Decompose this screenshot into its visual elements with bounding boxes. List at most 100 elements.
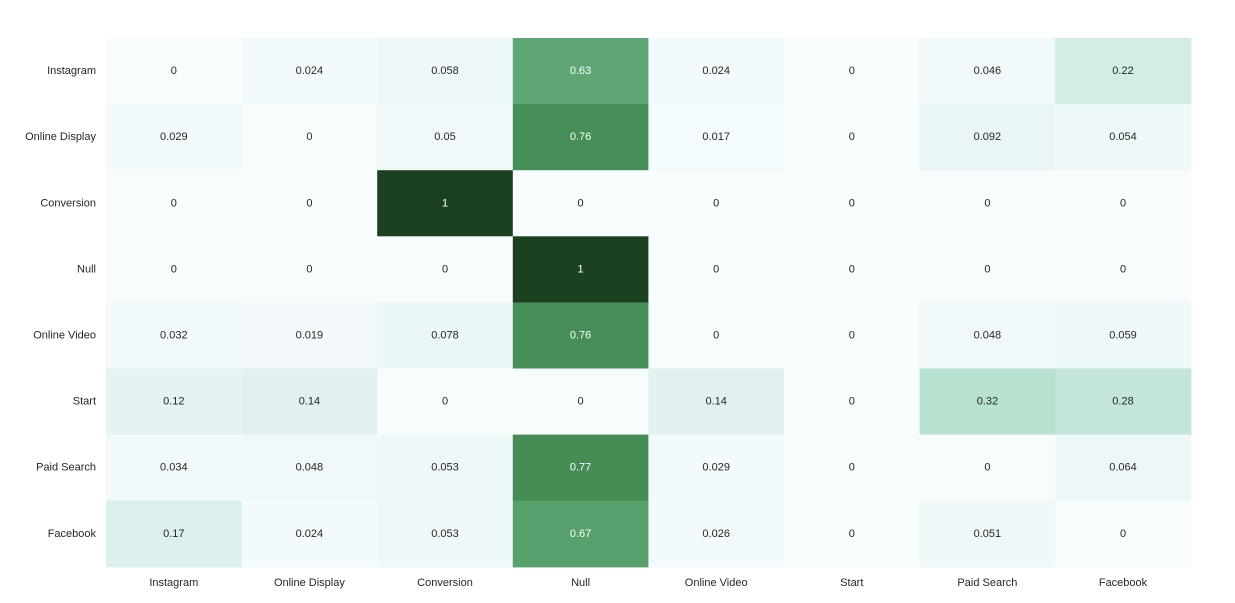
heatmap-cell-start-to-paid-search <box>919 368 1056 436</box>
heatmap-cell-start-to-facebook <box>1055 368 1192 436</box>
cell-value-label: 0.024 <box>296 528 324 540</box>
cell-value-label: 0 <box>1120 528 1126 540</box>
cell-value-label: 0 <box>578 396 584 408</box>
heatmap-cell-facebook-to-conversion <box>377 500 514 568</box>
heatmap-cell-instagram-to-null <box>512 38 649 105</box>
cell-value-label: 0 <box>849 329 855 341</box>
heatmap-cell-facebook-to-facebook <box>1055 500 1192 568</box>
heatmap-cell-online-video-to-online-display <box>241 302 378 370</box>
cell-value-label: 0 <box>849 131 855 143</box>
heatmap-cell-start-to-online-display <box>241 368 378 436</box>
heatmap-cell-null-to-conversion <box>377 236 514 303</box>
cell-value-label: 0.22 <box>1112 65 1133 77</box>
cell-value-label: 0.05 <box>434 131 455 143</box>
y-tick-label-start: Start <box>73 396 96 408</box>
heatmap-cell-online-video-to-online-video <box>648 302 785 370</box>
cell-value-label: 1 <box>578 263 584 275</box>
heatmap-cell-instagram-to-paid-search <box>919 38 1056 105</box>
cell-value-label: 0 <box>171 263 177 275</box>
heatmap-cell-online-video-to-facebook <box>1055 302 1192 370</box>
x-axis-tick-labels: Instagram Online Display Conversion Null Onl… <box>149 577 1147 589</box>
y-tick-label-facebook: Facebook <box>48 528 97 540</box>
heatmap-cell-facebook-to-start <box>784 500 921 568</box>
cell-value-label: 0.026 <box>702 528 730 540</box>
x-tick-label-online-display: Online Display <box>274 577 345 589</box>
heatmap-cell-null-to-facebook <box>1055 236 1192 303</box>
heatmap-cell-paid-search-to-online-display <box>241 434 378 502</box>
cell-value-label: 0.048 <box>296 462 324 474</box>
x-tick-label-null: Null <box>571 577 590 589</box>
cell-value-label: 0.046 <box>974 65 1002 77</box>
heatmap-cell-facebook-to-null <box>512 500 649 568</box>
heatmap-cell-paid-search-to-online-video <box>648 434 785 502</box>
heatmap-cell-null-to-instagram <box>106 236 243 303</box>
cell-value-label: 0.059 <box>1109 329 1137 341</box>
heatmap-cell-facebook-to-online-video <box>648 500 785 568</box>
cell-value-label: 0 <box>849 197 855 209</box>
cell-value-label: 0 <box>984 197 990 209</box>
cell-value-label: 0.32 <box>977 396 998 408</box>
cell-value-label: 0.12 <box>163 396 184 408</box>
cell-value-label: 0.048 <box>974 329 1002 341</box>
heatmap-cell-online-video-to-paid-search <box>919 302 1056 370</box>
cell-value-label: 0.032 <box>160 329 188 341</box>
heatmap-cell-conversion-to-start <box>784 170 921 237</box>
cell-value-label: 0 <box>171 65 177 77</box>
heatmap-cell-paid-search-to-paid-search <box>919 434 1056 502</box>
cell-value-label: 0.67 <box>570 528 591 540</box>
cell-value-label: 0 <box>849 528 855 540</box>
heatmap-cell-online-display-to-start <box>784 104 921 171</box>
x-tick-label-facebook: Facebook <box>1099 577 1148 589</box>
heatmap-cell-online-video-to-conversion <box>377 302 514 370</box>
cell-value-label: 0 <box>171 197 177 209</box>
cell-value-label: 0.63 <box>570 65 591 77</box>
heatmap-cell-paid-search-to-instagram <box>106 434 243 502</box>
y-tick-label-conversion: Conversion <box>40 197 96 209</box>
heatmap-cell-instagram-to-instagram <box>106 38 243 105</box>
heatmap-cell-start-to-null <box>512 368 649 436</box>
cell-value-label: 0 <box>1120 263 1126 275</box>
cell-value-label: 0.053 <box>431 528 459 540</box>
heatmap-cell-online-display-to-conversion <box>377 104 514 171</box>
y-tick-label-online-display: Online Display <box>25 131 96 143</box>
heatmap-cell-labels: 0 0.024 0.058 0.63 0.024 0 0.046 0.22 0.029 0 0.05… <box>160 65 1137 540</box>
heatmap-cell-instagram-to-online-video <box>648 38 785 105</box>
cell-value-label: 0.14 <box>299 396 320 408</box>
heatmap-cell-instagram-to-conversion <box>377 38 514 105</box>
x-tick-label-start: Start <box>840 577 863 589</box>
y-axis-tick-labels: Instagram Online Display Conversion Null Onl… <box>25 65 96 540</box>
heatmap-cell-instagram-to-facebook <box>1055 38 1192 105</box>
heatmap-cell-null-to-null <box>512 236 649 303</box>
cell-value-label: 0.024 <box>702 65 730 77</box>
heatmap-cell-start-to-instagram <box>106 368 243 436</box>
cell-value-label: 0.034 <box>160 462 188 474</box>
heatmap-cell-null-to-start <box>784 236 921 303</box>
cell-value-label: 0.17 <box>163 528 184 540</box>
cell-value-label: 0.053 <box>431 462 459 474</box>
cell-value-label: 0.019 <box>296 329 324 341</box>
cell-value-label: 0 <box>1120 197 1126 209</box>
heatmap-cell-instagram-to-start <box>784 38 921 105</box>
cell-value-label: 0.28 <box>1112 396 1133 408</box>
y-tick-label-instagram: Instagram <box>47 65 96 77</box>
x-tick-label-paid-search: Paid Search <box>957 577 1017 589</box>
heatmap-cell-start-to-online-video <box>648 368 785 436</box>
cell-value-label: 0 <box>984 462 990 474</box>
heatmap-cell-null-to-paid-search <box>919 236 1056 303</box>
cell-value-label: 0 <box>306 263 312 275</box>
heatmap-cell-conversion-to-instagram <box>106 170 243 237</box>
heatmap-cells <box>106 38 1192 568</box>
cell-value-label: 0.092 <box>974 131 1002 143</box>
cell-value-label: 0 <box>306 197 312 209</box>
cell-value-label: 0.76 <box>570 329 591 341</box>
cell-value-label: 0 <box>578 197 584 209</box>
x-tick-label-online-video: Online Video <box>685 577 748 589</box>
cell-value-label: 0.058 <box>431 65 459 77</box>
cell-value-label: 0 <box>849 263 855 275</box>
cell-value-label: 0.024 <box>296 65 324 77</box>
heatmap-cell-facebook-to-paid-search <box>919 500 1056 568</box>
cell-value-label: 0.029 <box>160 131 188 143</box>
cell-value-label: 0.051 <box>974 528 1002 540</box>
heatmap-cell-online-display-to-paid-search <box>919 104 1056 171</box>
